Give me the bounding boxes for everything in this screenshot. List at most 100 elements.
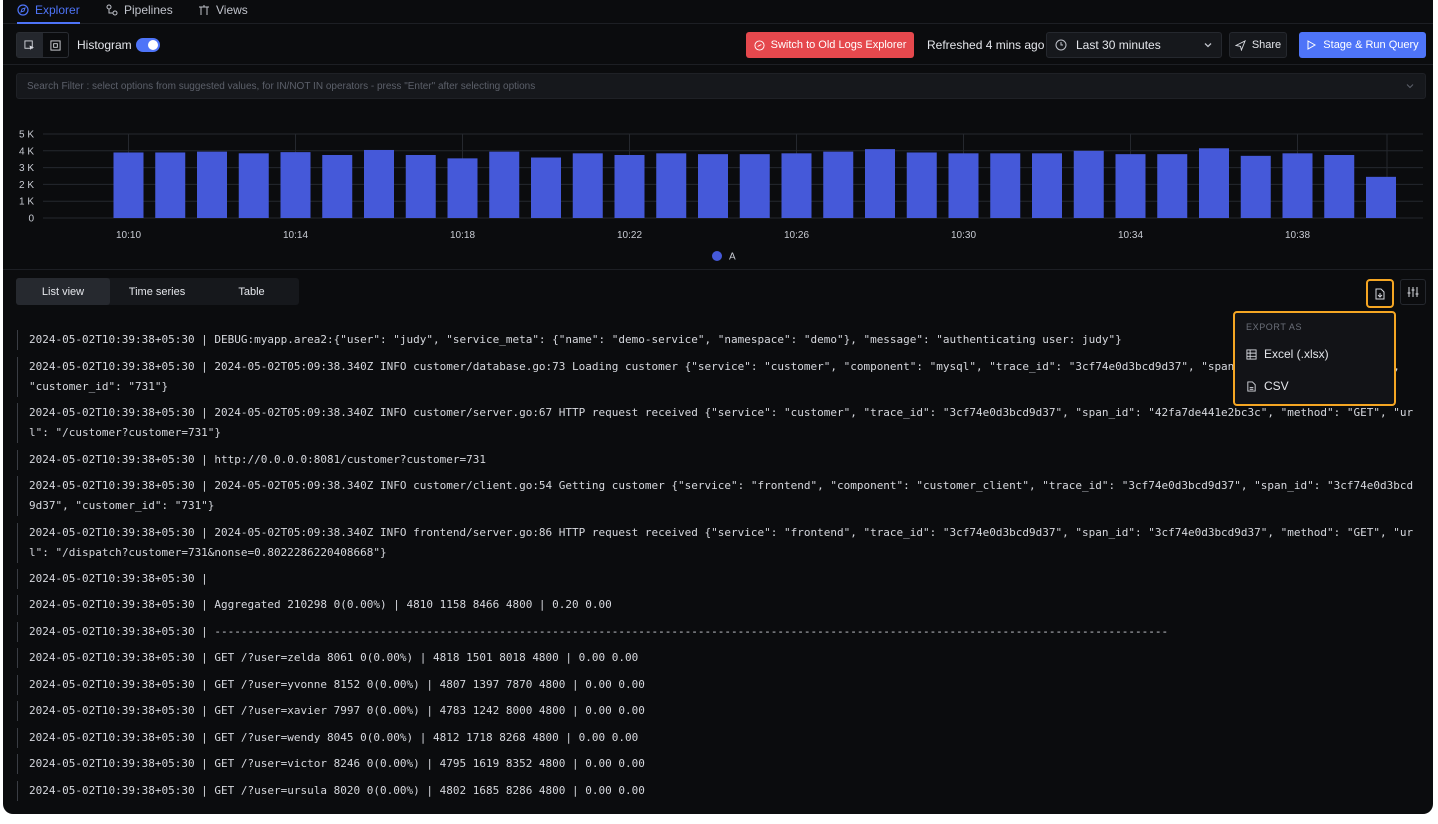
histogram-bar: [447, 158, 478, 218]
format-options-button[interactable]: [1400, 279, 1426, 305]
export-excel-option[interactable]: Excel (.xlsx): [1246, 347, 1329, 361]
histogram-bar: [1324, 155, 1355, 218]
legend-label: A: [729, 252, 736, 263]
histogram-bar: [572, 153, 603, 218]
log-row[interactable]: 2024-05-02T10:39:38+05:30 | GET /?user=u…: [17, 781, 1417, 801]
view-tabs: List view Time series Table: [16, 278, 299, 305]
log-row[interactable]: 2024-05-02T10:39:38+05:30 | 2024-05-02T0…: [17, 523, 1417, 563]
log-row[interactable]: 2024-05-02T10:39:38+05:30 | ------------…: [17, 622, 1417, 642]
log-row[interactable]: 2024-05-02T10:39:38+05:30 | GET /?user=z…: [17, 648, 1417, 668]
histogram-chart: 5 K 4 K 3 K 2 K 1 K 0 10:10 10:14 10:18 10:22 10:2…: [3, 100, 1433, 270]
export-dropdown: EXPORT AS Excel (.xlsx) CSV: [1233, 311, 1396, 406]
histogram-bar: [1240, 155, 1271, 218]
histogram-bar: [1366, 176, 1396, 218]
export-button[interactable]: [1366, 279, 1394, 308]
histogram-bar: [322, 155, 353, 218]
query-toolbar: Histogram Switch to Old Logs Explorer Re…: [3, 25, 1433, 65]
x-tick-label: 10:22: [617, 230, 642, 241]
histogram-bar: [1282, 153, 1313, 218]
grid-icon: [50, 39, 61, 51]
share-label: Share: [1251, 39, 1282, 51]
log-row[interactable]: 2024-05-02T10:39:38+05:30 | GET /?user=v…: [17, 754, 1417, 774]
y-tick-label: 2 K: [19, 180, 34, 191]
tab-explorer[interactable]: Explorer: [17, 0, 80, 24]
search-filter-input[interactable]: Search Filter : select options from sugg…: [16, 73, 1426, 99]
log-row[interactable]: 2024-05-02T10:39:38+05:30 | GET /?user=y…: [17, 675, 1417, 695]
tab-table[interactable]: Table: [238, 285, 265, 298]
histogram-bar: [1157, 154, 1188, 218]
grid-mode-button[interactable]: [43, 33, 69, 57]
table-icon: [1246, 348, 1257, 360]
log-row[interactable]: 2024-05-02T10:39:38+05:30 |: [17, 569, 1417, 589]
histogram-bar: [656, 153, 687, 218]
histogram-bar: [113, 152, 144, 218]
cursor-icon: [24, 39, 35, 50]
log-row[interactable]: 2024-05-02T10:39:38+05:30 | 2024-05-02T0…: [17, 476, 1417, 516]
histogram-bar: [1073, 150, 1104, 218]
tab-views[interactable]: Views: [198, 0, 248, 22]
histogram-bar: [531, 157, 561, 218]
search-placeholder: Search Filter : select options from sugg…: [27, 80, 536, 92]
histogram-bar: [238, 153, 269, 218]
legend-marker: [712, 251, 722, 261]
histogram-bar: [698, 154, 728, 218]
play-icon: [1307, 40, 1317, 50]
log-row[interactable]: 2024-05-02T10:39:38+05:30 | 2024-05-02T0…: [17, 403, 1417, 443]
switch-old-explorer-button[interactable]: Switch to Old Logs Explorer: [746, 32, 914, 58]
csv-file-icon: [1247, 380, 1256, 392]
log-row[interactable]: 2024-05-02T10:39:38+05:30 | GET /?user=x…: [17, 701, 1417, 721]
histogram-svg: 5 K 4 K 3 K 2 K 1 K 0 10:10 10:14 10:18 10:22 10:2…: [19, 130, 1423, 263]
y-tick-label: 4 K: [19, 146, 34, 157]
tab-list-view[interactable]: List view: [16, 278, 110, 305]
histogram-bar: [1032, 153, 1062, 218]
compass-icon: [17, 4, 29, 16]
app-window: Explorer Pipelines Views Histogram Switc…: [3, 0, 1433, 814]
x-tick-label: 10:10: [116, 230, 141, 241]
histogram-bar: [823, 151, 854, 218]
histogram-bar: [1199, 148, 1229, 218]
mode-switch: [16, 32, 69, 58]
pipeline-icon: [106, 4, 118, 16]
select-mode-button[interactable]: [17, 33, 43, 57]
histogram-bar: [489, 151, 520, 218]
log-row[interactable]: 2024-05-02T10:39:38+05:30 | 2024-05-02T0…: [17, 357, 1417, 397]
histogram-toggle[interactable]: [136, 38, 160, 52]
log-row[interactable]: 2024-05-02T10:39:38+05:30 | http://0.0.0…: [17, 450, 1417, 470]
stage-run-query-button[interactable]: Stage & Run Query: [1299, 32, 1426, 58]
download-file-icon: [1375, 288, 1385, 299]
log-row[interactable]: 2024-05-02T10:39:38+05:30 | Aggregated 2…: [17, 595, 1417, 615]
views-icon: [199, 5, 209, 15]
time-range-select[interactable]: Last 30 minutes: [1046, 32, 1222, 58]
histogram-label: Histogram: [77, 38, 132, 52]
send-icon: [1234, 39, 1246, 51]
histogram-bar: [280, 152, 311, 218]
histogram-bar: [197, 151, 227, 218]
switch-label: Switch to Old Logs Explorer: [770, 39, 907, 51]
top-nav: Explorer Pipelines Views: [3, 0, 1433, 24]
refreshed-status: Refreshed 4 mins ago: [927, 38, 1045, 52]
histogram-bar: [614, 155, 645, 218]
x-tick-label: 10:26: [784, 230, 809, 241]
x-tick-label: 10:34: [1118, 230, 1143, 241]
log-row[interactable]: 2024-05-02T10:39:38+05:30 | DEBUG:myapp.…: [17, 330, 1417, 350]
histogram-bar: [948, 153, 979, 218]
histogram-bar: [364, 149, 394, 218]
log-row[interactable]: 2024-05-02T10:39:38+05:30 | GET /?user=w…: [17, 728, 1417, 748]
tab-label: Explorer: [35, 3, 80, 17]
run-label: Stage & Run Query: [1323, 39, 1419, 51]
histogram-bar: [739, 154, 770, 218]
y-tick-label: 3 K: [19, 163, 34, 174]
y-tick-label: 1 K: [19, 197, 34, 208]
option-label: CSV: [1264, 379, 1289, 393]
histogram-bar: [155, 152, 186, 218]
tab-time-series[interactable]: Time series: [128, 285, 186, 298]
share-button[interactable]: Share: [1229, 32, 1287, 58]
export-csv-option[interactable]: CSV: [1246, 379, 1289, 393]
option-label: Excel (.xlsx): [1264, 347, 1329, 361]
x-tick-label: 10:30: [951, 230, 976, 241]
histogram-bar: [906, 152, 937, 218]
switch-icon: [754, 39, 765, 51]
x-tick-label: 10:18: [450, 230, 475, 241]
histogram-bar: [781, 153, 812, 218]
tab-pipelines[interactable]: Pipelines: [106, 0, 173, 22]
